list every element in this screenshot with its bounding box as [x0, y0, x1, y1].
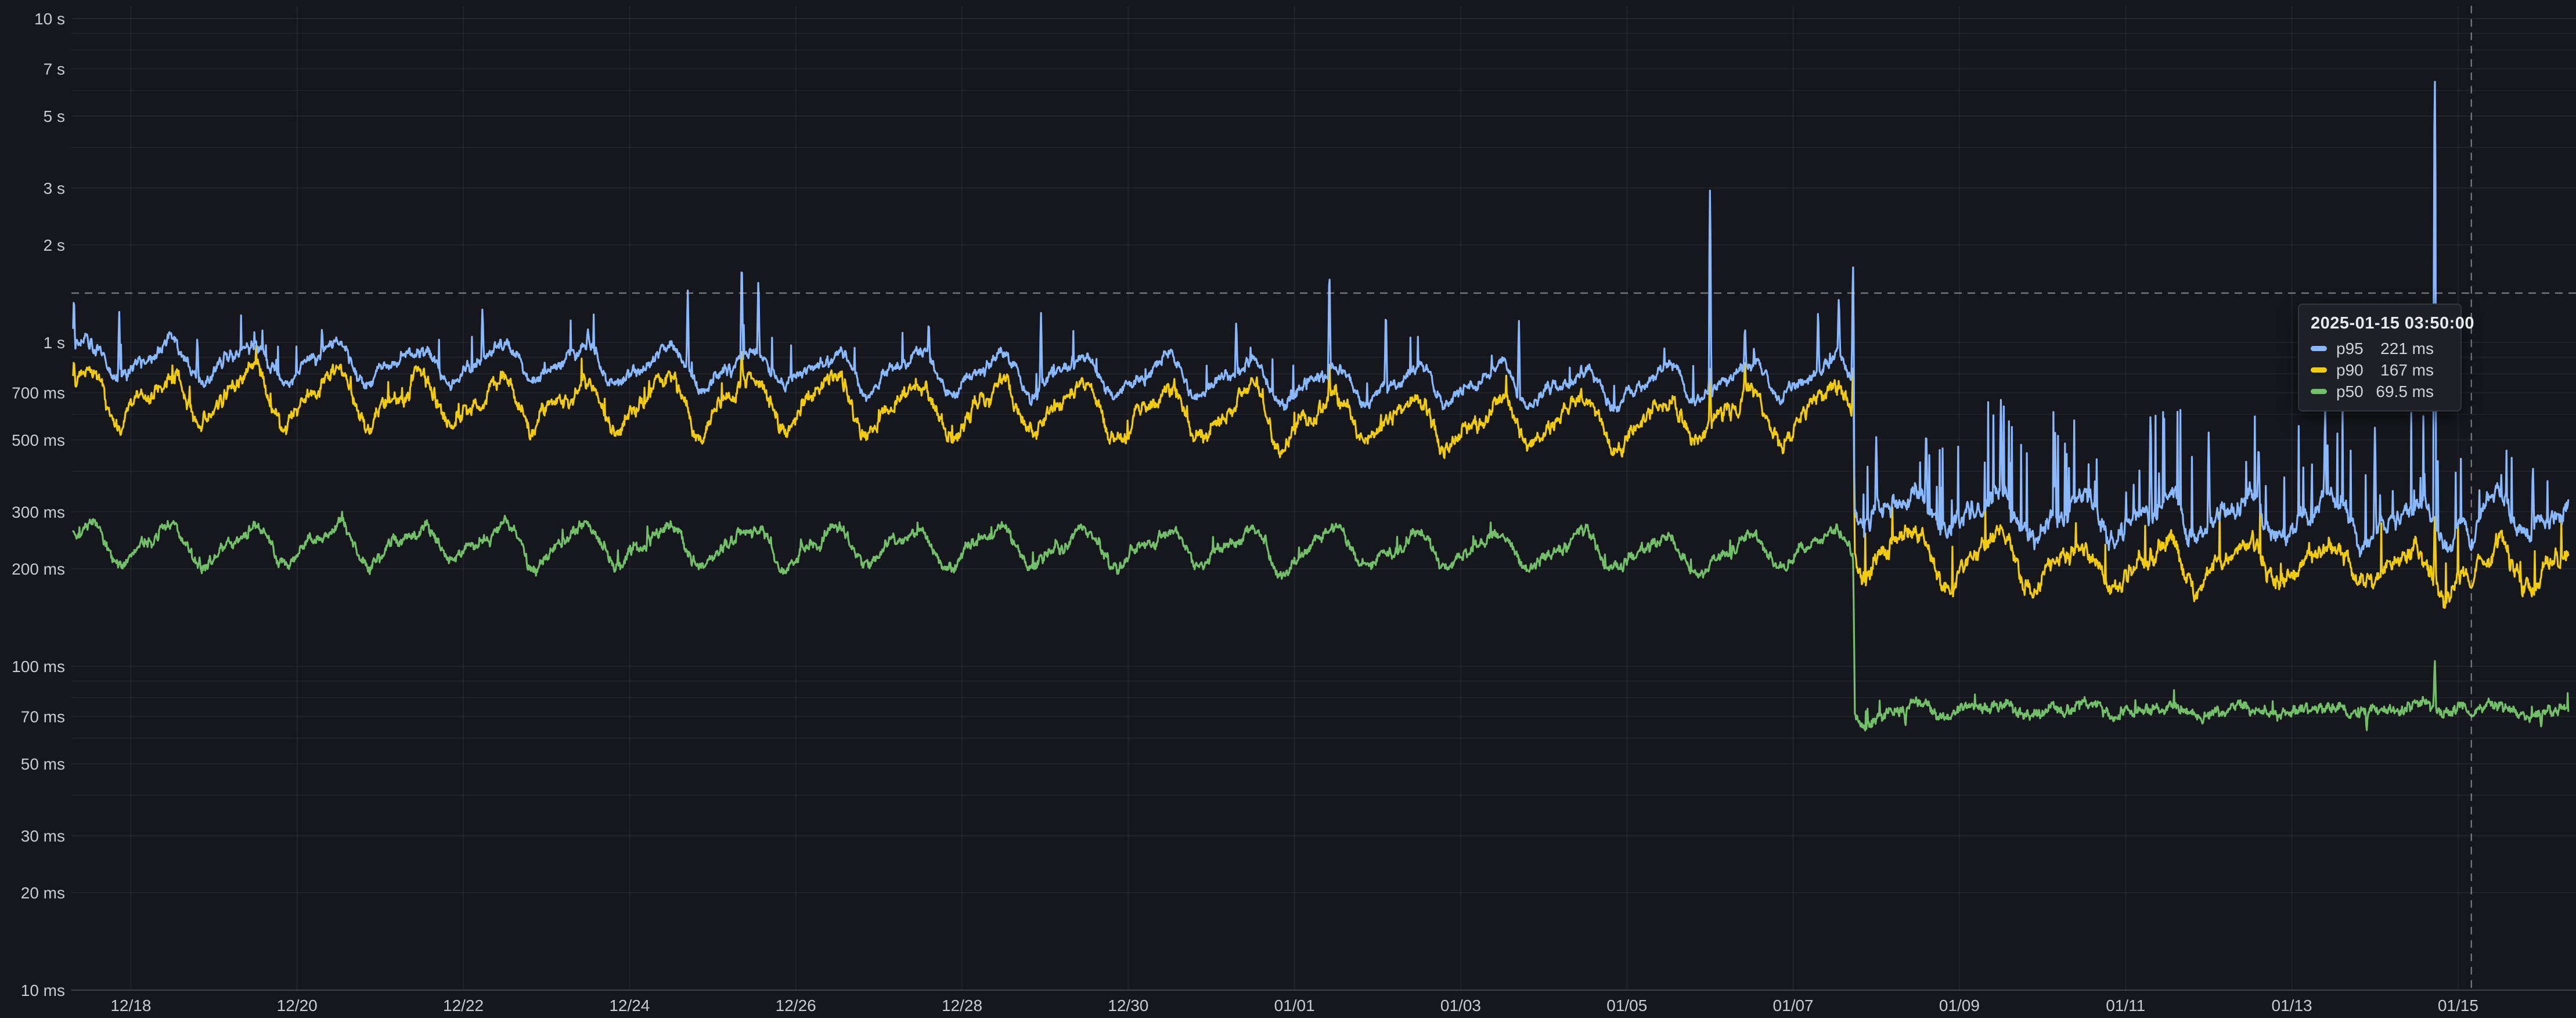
y-tick-label: 70 ms — [21, 707, 65, 725]
grid-lines — [71, 6, 2576, 991]
y-tick-label: 10 s — [34, 10, 65, 28]
p95-series-line — [72, 81, 2570, 558]
p90-series-line — [72, 344, 2570, 609]
x-tick-label: 12/24 — [609, 997, 650, 1015]
p50-series-line — [72, 511, 2570, 732]
y-tick-label: 700 ms — [12, 384, 65, 402]
tooltip-row: p95 221 ms — [2311, 338, 2449, 359]
y-tick-label: 5 s — [44, 107, 65, 125]
y-tick-label: 100 ms — [12, 658, 65, 676]
y-tick-label: 200 ms — [12, 560, 65, 578]
x-tick-label: 01/13 — [2272, 997, 2312, 1015]
p90-series-swatch — [2311, 367, 2327, 373]
x-tick-label: 01/03 — [1440, 997, 1481, 1015]
x-tick-label: 12/22 — [443, 997, 484, 1015]
x-tick-label: 01/09 — [1939, 997, 1980, 1015]
x-tick-label: 12/30 — [1108, 997, 1148, 1015]
tooltip-row: p90 167 ms — [2311, 359, 2449, 381]
x-tick-label: 01/01 — [1274, 997, 1315, 1015]
y-tick-label: 300 ms — [12, 503, 65, 521]
x-tick-label: 12/20 — [277, 997, 318, 1015]
y-axis-labels: 10 s 7 s 5 s 3 s 2 s 1 s 700 ms 500 ms 300 ms 200… — [12, 10, 65, 999]
y-tick-label: 20 ms — [21, 884, 65, 902]
tooltip-series-label: p95 — [2336, 339, 2364, 358]
tooltip-series-value: 167 ms — [2380, 360, 2434, 379]
hover-tooltip: 2025-01-15 03:50:00 p95 221 ms p90 167 m… — [2298, 304, 2474, 411]
tooltip-row: p50 69.5 ms — [2311, 381, 2449, 402]
x-tick-label: 12/26 — [776, 997, 816, 1015]
y-tick-label: 30 ms — [21, 827, 65, 845]
tooltip-series-value: 221 ms — [2380, 339, 2434, 358]
p50-series-swatch — [2311, 389, 2327, 394]
y-tick-label: 2 s — [44, 236, 65, 254]
tooltip-timestamp: 2025-01-15 03:50:00 — [2311, 314, 2474, 333]
tooltip-series-label: p50 — [2336, 382, 2364, 400]
p95-series-swatch — [2311, 346, 2327, 351]
y-tick-label: 50 ms — [21, 755, 65, 773]
x-tick-label: 12/18 — [110, 997, 151, 1015]
y-tick-label: 3 s — [44, 179, 65, 197]
x-axis-labels: 12/18 12/20 12/22 12/24 12/26 12/28 12/30 01/01… — [110, 997, 2478, 1015]
y-tick-label: 500 ms — [12, 431, 65, 449]
x-tick-label: 01/15 — [2438, 997, 2478, 1015]
x-tick-label: 01/07 — [1773, 997, 1814, 1015]
x-tick-label: 01/05 — [1606, 997, 1647, 1015]
x-tick-label: 01/11 — [2106, 997, 2145, 1015]
tooltip-series-value: 69.5 ms — [2376, 382, 2434, 400]
tooltip-series-label: p90 — [2336, 360, 2364, 379]
y-tick-label: 10 ms — [21, 981, 65, 999]
x-tick-label: 12/28 — [942, 997, 982, 1015]
y-tick-label: 7 s — [44, 60, 65, 78]
y-tick-label: 1 s — [44, 334, 65, 352]
